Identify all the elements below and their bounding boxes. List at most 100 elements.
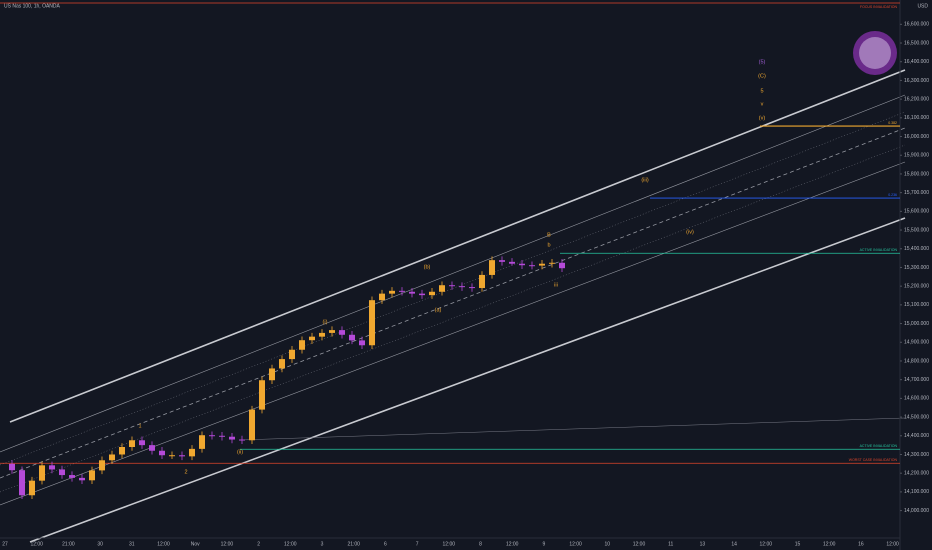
wave-label: 5 [760,88,763,94]
candle-body [39,465,45,481]
x-tick-label: 7 [416,541,419,547]
candle-body [139,440,145,446]
x-tick-label: 14 [731,541,737,547]
candle-body [249,409,255,441]
y-tick-label: 14,700.000 [904,377,929,383]
candle-body [219,435,225,437]
candle-body [489,260,495,275]
currency: USD [917,3,928,9]
candle-body [419,293,425,296]
candle-body [509,261,515,264]
candle-body [369,300,375,346]
candle-body [89,470,95,481]
y-tick-label: 14,200.000 [904,471,929,477]
logo [859,37,891,69]
wave-label: iii [554,282,558,288]
candle-body [129,440,135,448]
wave-label: (iv) [686,229,694,235]
y-tick-label: 15,100.000 [904,302,929,308]
x-tick-label: 12:00 [30,541,43,547]
candle-body [429,291,435,296]
level-label: 0.382 [888,121,897,125]
y-tick-label: 14,400.000 [904,433,929,439]
x-tick-label: 13 [700,541,706,547]
wave-label: (5) [759,59,766,65]
wave-label: B [547,232,551,238]
y-tick-label: 14,100.000 [904,489,929,495]
candle-body [389,290,395,294]
candle-body [79,477,85,481]
candle-body [469,287,475,289]
x-tick-label: 2 [257,541,260,547]
candle-body [239,439,245,441]
candle-body [169,455,175,457]
candle-body [19,470,25,496]
y-tick-label: 15,000.000 [904,321,929,327]
y-tick-label: 16,400.000 [904,59,929,65]
y-tick-label: 15,800.000 [904,171,929,177]
x-tick-label: 31 [129,541,135,547]
x-tick-label: 11 [668,541,673,547]
wave-label: (i) [323,319,328,325]
candle-body [309,336,315,341]
y-tick-label: 15,400.000 [904,246,929,252]
candle-body [299,340,305,350]
candle-body [399,290,405,292]
x-tick-label: 8 [479,541,482,547]
y-tick-label: 15,300.000 [904,265,929,271]
x-tick-label: 30 [97,541,103,547]
candle-body [109,454,115,461]
x-tick-label: 12:00 [284,541,297,547]
y-tick-label: 15,500.000 [904,227,929,233]
x-tick-label: 15 [795,541,801,547]
wave-label: (iii) [641,177,648,183]
y-tick-label: 14,900.000 [904,340,929,346]
candle-body [229,436,235,440]
x-tick-label: 21:00 [62,541,75,547]
candle-body [349,334,355,341]
y-tick-label: 14,600.000 [904,396,929,402]
candle-body [289,349,295,360]
candle-body [99,460,105,471]
level-label: ACTIVE INVALIDATION [860,444,898,448]
candle-body [49,465,55,470]
channel [0,69,906,543]
candle-body [409,291,415,294]
wave-label: (C) [758,73,766,79]
wave-label: (b) [424,264,431,270]
candle-body [339,330,345,335]
wave-label: 1 [138,423,141,429]
x-tick-label: 12:00 [633,541,646,547]
x-tick-label: 16 [858,541,864,547]
x-tick-label: 10 [605,541,611,547]
y-tick-label: 14,500.000 [904,414,929,420]
candle-body [189,448,195,457]
x-tick-label: 21:00 [347,541,360,547]
wave-label: v [761,101,764,107]
level-label: ACTIVE INVALIDATION [860,248,898,252]
y-tick-label: 14,800.000 [904,358,929,364]
candle-body [69,475,75,478]
x-tick-label: 12:00 [886,541,899,547]
x-tick-label: 3 [321,541,324,547]
candle-body [279,359,285,369]
candle-body [179,455,185,457]
channel-upper [9,69,906,423]
logo [853,31,897,75]
x-tick-label: 12:00 [221,541,234,547]
candle-body [329,330,335,333]
y-tick-label: 16,500.000 [904,40,929,46]
trend-line [239,417,906,441]
candle-body [479,274,485,289]
candle-body [499,260,505,262]
channel-mid [0,127,906,479]
x-tick-label: 9 [543,541,546,547]
wave-label: (ii) [237,449,243,455]
candle-body [159,450,165,456]
chart-title: US Nas 100, 1h, OANDA [4,3,61,9]
y-tick-label: 14,000.000 [904,508,929,514]
channel-inner [0,144,906,493]
candle-body [29,480,35,496]
y-tick-label: 14,300.000 [904,452,929,458]
